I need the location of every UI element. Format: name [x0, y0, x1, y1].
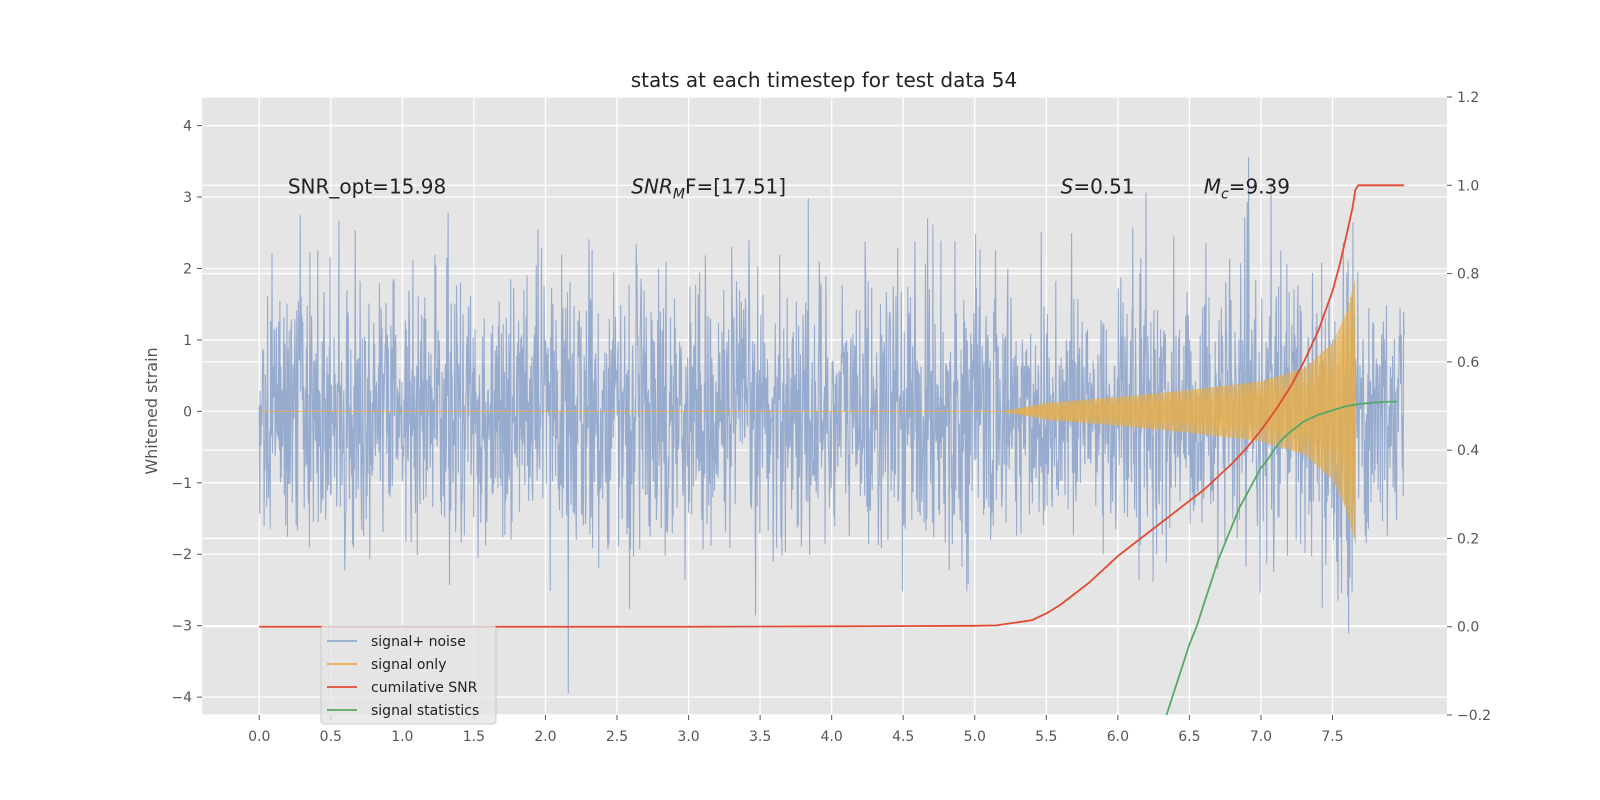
- series-signal-statistics: [1165, 400, 1397, 716]
- x-tick-label: 1.0: [391, 729, 413, 745]
- legend: signal+ noise signal only cumilative SNR si…: [320, 625, 497, 725]
- x-tick-label: 6.0: [1107, 729, 1129, 745]
- chart-title: stats at each timestep for test data 54: [631, 68, 1017, 92]
- x-tick-label: 3.0: [677, 729, 699, 745]
- x-tick-label: 4.0: [821, 729, 843, 745]
- signal-statistics-line: [1165, 400, 1397, 716]
- y2-tick-label: 0.0: [1457, 620, 1479, 636]
- y-tick-label: −1: [171, 476, 192, 492]
- y-tick-label: 0: [183, 404, 192, 420]
- y2-tick-label: −0.2: [1457, 708, 1491, 724]
- x-tick-label: 6.5: [1178, 729, 1200, 745]
- annotation-3: Mc=9.39: [1204, 174, 1290, 202]
- y2-tick-label: 0.4: [1457, 443, 1479, 459]
- x-tick-label: 2.5: [606, 729, 628, 745]
- legend-label: cumilative SNR: [371, 680, 478, 696]
- legend-box: [320, 625, 497, 725]
- annotations: SNR_opt=15.98 SNRMF=[17.51] S=0.51 Mc=9.39: [288, 174, 1290, 202]
- series-signal-noise: [258, 156, 1405, 694]
- x-tick-label: 7.5: [1321, 729, 1343, 745]
- y2-tick-label: 0.6: [1457, 355, 1479, 371]
- legend-label: signal+ noise: [371, 634, 466, 650]
- x-tick-label: 1.5: [463, 729, 485, 745]
- x-tick-label: 0.0: [248, 729, 270, 745]
- y-tick-label: 4: [183, 119, 192, 135]
- legend-label: signal only: [371, 657, 446, 673]
- signal-noise-line: [258, 156, 1405, 694]
- annotation-0: SNR_opt=15.98: [288, 174, 446, 198]
- x-tick-label: 2.0: [534, 729, 556, 745]
- series-cumulative-snr: [259, 184, 1405, 628]
- y-tick-label: −3: [171, 619, 192, 635]
- x-axis-ticks: 0.0 0.5 1.0 1.5 2.0 2.5 3.0 3.5 4.0 4.5 5.0 5.5 6.0 6…: [248, 715, 1344, 745]
- y-tick-label: 2: [183, 261, 192, 277]
- signal-only-line: [259, 281, 1356, 544]
- y2-tick-label: 0.2: [1457, 531, 1479, 547]
- y-tick-label: −4: [171, 690, 192, 706]
- y2-tick-label: 1.0: [1457, 178, 1479, 194]
- y2-tick-label: 1.2: [1457, 90, 1479, 106]
- y-tick-label: −2: [171, 547, 192, 563]
- annotation-2: S=0.51: [1061, 174, 1135, 198]
- x-tick-label: 5.5: [1035, 729, 1057, 745]
- y-axis-ticks: −4 −3 −2 −1 0 1 2 3 4: [171, 119, 202, 706]
- y-axis-label: Whitened strain: [142, 347, 161, 474]
- y-tick-label: 3: [183, 190, 192, 206]
- x-tick-label: 7.0: [1250, 729, 1272, 745]
- y2-axis-ticks: −0.2 0.0 0.2 0.4 0.6 0.8 1.0 1.2: [1447, 90, 1491, 724]
- x-tick-label: 4.5: [892, 729, 914, 745]
- x-tick-label: 3.5: [749, 729, 771, 745]
- x-tick-label: 0.5: [320, 729, 342, 745]
- legend-label: signal statistics: [371, 703, 479, 719]
- annotation-1: SNRMF=[17.51]: [631, 174, 786, 202]
- cumulative-snr-line: [259, 184, 1405, 628]
- y-tick-label: 1: [183, 333, 192, 349]
- x-tick-label: 5.0: [964, 729, 986, 745]
- y2-tick-label: 0.8: [1457, 267, 1479, 283]
- series-signal-only: [259, 281, 1356, 544]
